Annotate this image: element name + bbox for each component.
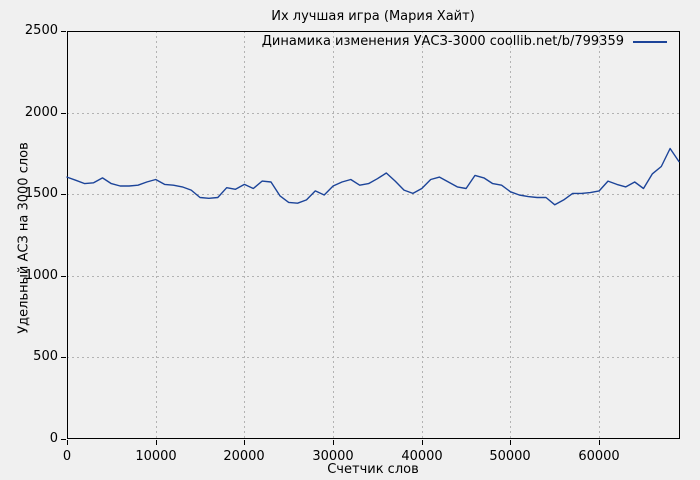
x-tick-label: 10000 <box>135 449 177 464</box>
x-tick-label: 60000 <box>578 449 620 464</box>
y-tick-label: 2500 <box>24 23 58 38</box>
y-tick-label: 1000 <box>24 268 58 283</box>
data-line <box>66 147 680 206</box>
legend-line-sample <box>633 40 667 43</box>
x-tick-label: 40000 <box>401 449 443 464</box>
plot-border <box>67 31 680 439</box>
x-tick-label: 30000 <box>312 449 354 464</box>
y-tick-label: 500 <box>33 349 58 364</box>
gridlines <box>67 31 679 439</box>
y-axis-title: Удельный АСЗ на 3000 слов <box>16 142 32 334</box>
x-axis-title: Счетчик слов <box>327 462 419 477</box>
x-tick-label: 50000 <box>489 449 531 464</box>
x-tick-label: 20000 <box>223 449 265 464</box>
x-tick-label: 0 <box>62 449 72 464</box>
chart-title: Их лучшая игра (Мария Хайт) <box>271 9 475 24</box>
y-tick-label: 0 <box>49 431 58 446</box>
legend-label: Динамика изменения УАСЗ-3000 coollib.net… <box>261 34 624 49</box>
legend: Динамика изменения УАСЗ-3000 coollib.net… <box>262 34 667 49</box>
y-tick-label: 1500 <box>24 186 58 201</box>
y-tick-label: 2000 <box>24 105 58 120</box>
axis-ticks <box>61 31 600 445</box>
